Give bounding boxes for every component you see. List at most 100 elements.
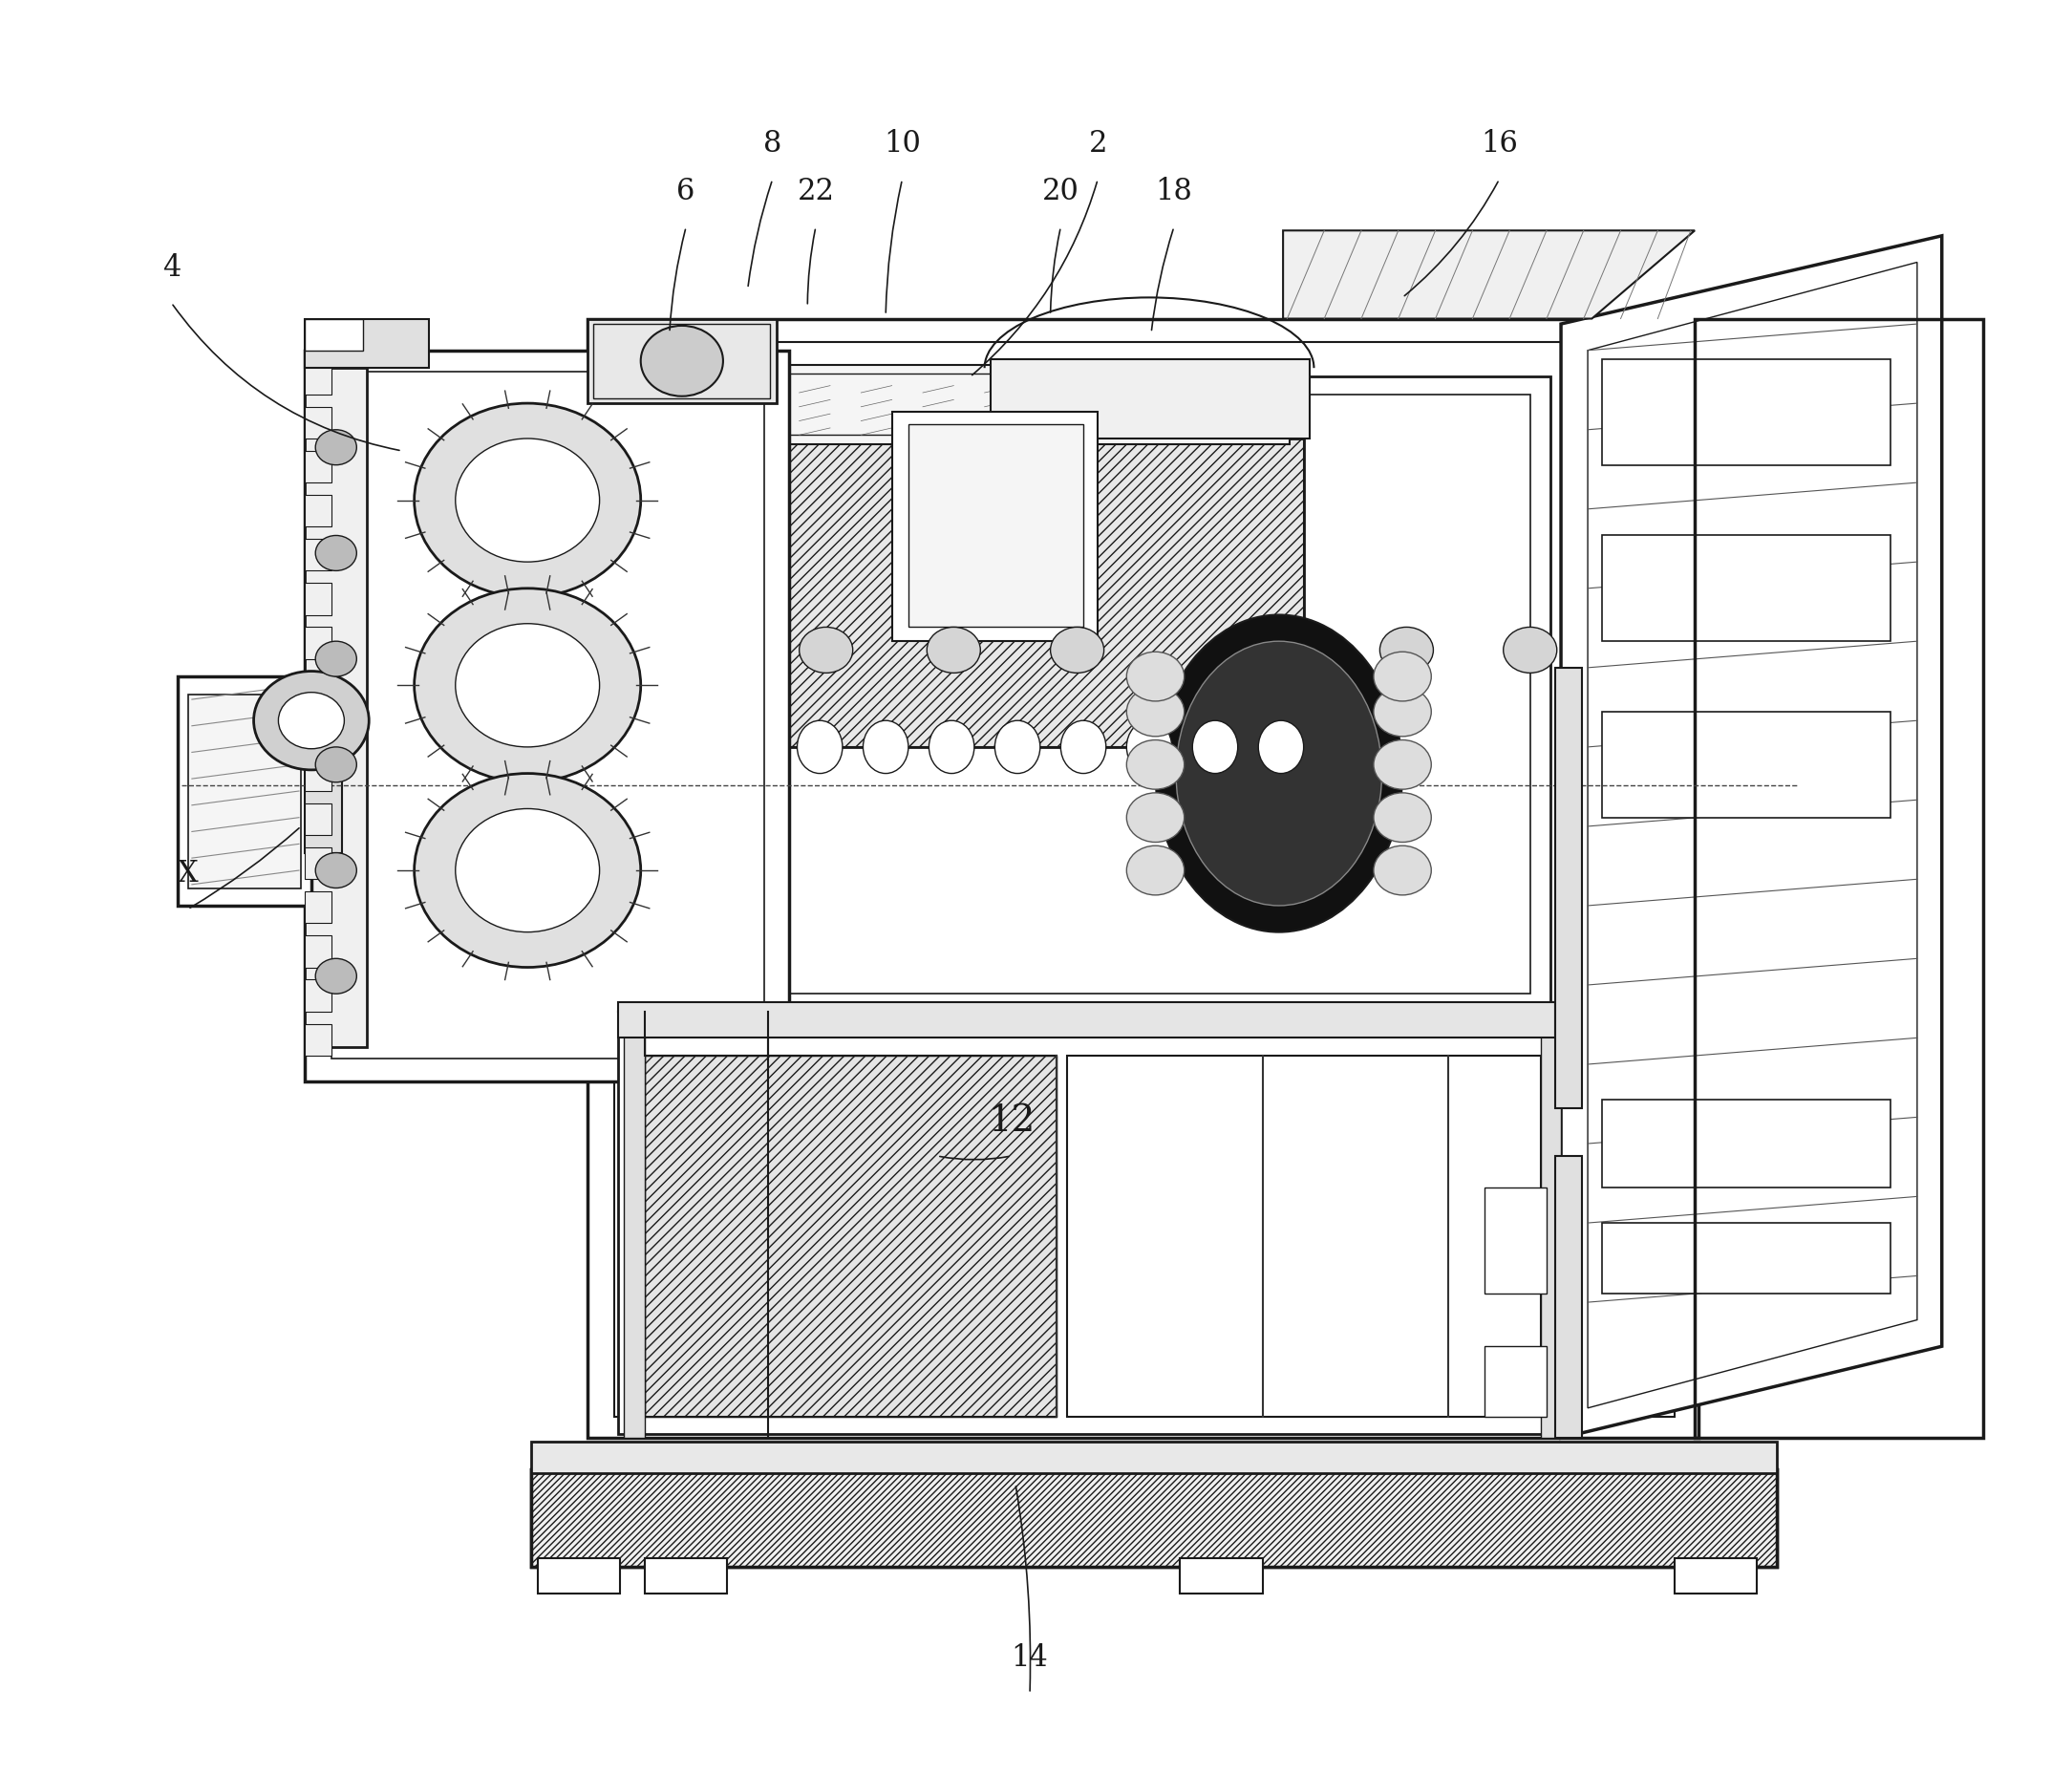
Circle shape <box>1127 845 1185 895</box>
Text: 8: 8 <box>762 130 781 158</box>
Bar <box>539 1558 620 1593</box>
Ellipse shape <box>1127 721 1173 773</box>
Bar <box>1554 1156 1581 1439</box>
Text: 20: 20 <box>1042 178 1080 206</box>
Bar <box>789 394 1529 995</box>
Ellipse shape <box>1061 721 1106 773</box>
Bar <box>1602 535 1890 641</box>
Circle shape <box>1504 627 1556 673</box>
Ellipse shape <box>798 721 843 773</box>
Bar <box>305 627 332 659</box>
Bar <box>305 350 789 1082</box>
Circle shape <box>1374 687 1432 737</box>
Circle shape <box>926 627 980 673</box>
Bar <box>769 439 1303 748</box>
Bar <box>1554 668 1581 1108</box>
Bar <box>779 364 1289 444</box>
Circle shape <box>315 430 356 465</box>
Bar <box>305 538 332 570</box>
Circle shape <box>1127 741 1185 789</box>
Bar <box>1695 318 1983 1439</box>
Bar <box>990 359 1310 439</box>
Bar <box>891 412 1098 641</box>
Circle shape <box>414 588 640 781</box>
Text: 22: 22 <box>798 178 835 206</box>
Circle shape <box>1380 627 1434 673</box>
Polygon shape <box>1283 231 1695 318</box>
Bar <box>305 892 332 924</box>
Bar <box>1486 1188 1546 1293</box>
Bar <box>305 803 332 835</box>
Bar <box>305 847 332 879</box>
Ellipse shape <box>1258 721 1303 773</box>
Bar <box>644 1055 1057 1417</box>
Bar <box>305 318 429 368</box>
Bar <box>617 1028 1554 1435</box>
Bar <box>593 323 771 398</box>
Circle shape <box>1127 792 1185 842</box>
Bar <box>1674 1558 1757 1593</box>
Bar <box>305 936 332 968</box>
Bar <box>305 760 332 790</box>
Bar <box>189 694 300 888</box>
Ellipse shape <box>1156 614 1403 932</box>
Text: 12: 12 <box>988 1103 1034 1138</box>
Ellipse shape <box>928 721 974 773</box>
Circle shape <box>800 627 854 673</box>
Circle shape <box>1127 687 1185 737</box>
Bar <box>305 671 332 703</box>
Bar <box>617 1003 1554 1037</box>
Circle shape <box>315 748 356 781</box>
Text: 4: 4 <box>162 252 180 282</box>
Bar <box>332 371 765 1058</box>
Bar <box>613 341 1674 1417</box>
Circle shape <box>253 671 369 771</box>
Circle shape <box>1374 652 1432 702</box>
Circle shape <box>315 852 356 888</box>
Circle shape <box>315 535 356 570</box>
Circle shape <box>414 403 640 597</box>
Bar <box>305 583 332 614</box>
Ellipse shape <box>864 721 908 773</box>
Bar <box>305 1023 332 1055</box>
Bar <box>1602 359 1890 465</box>
Text: X: X <box>178 860 199 888</box>
Circle shape <box>315 641 356 677</box>
Bar <box>178 677 311 906</box>
Circle shape <box>1374 792 1432 842</box>
Bar <box>305 451 332 483</box>
Bar <box>624 1023 644 1439</box>
Circle shape <box>1374 741 1432 789</box>
Bar <box>586 318 1699 1439</box>
Circle shape <box>315 959 356 995</box>
Circle shape <box>1127 652 1185 702</box>
Ellipse shape <box>995 721 1040 773</box>
Bar <box>1602 712 1890 817</box>
Bar <box>305 730 342 852</box>
Bar <box>908 424 1084 627</box>
Text: 2: 2 <box>1088 130 1106 158</box>
Bar <box>769 439 1303 748</box>
Bar <box>305 362 332 394</box>
Bar <box>644 1055 1057 1417</box>
Bar <box>305 980 332 1011</box>
Bar <box>1602 1224 1890 1293</box>
Circle shape <box>456 439 599 561</box>
Bar <box>533 1471 1778 1566</box>
Bar <box>1067 1055 1539 1417</box>
Text: 10: 10 <box>883 130 920 158</box>
Circle shape <box>414 773 640 968</box>
Bar <box>305 716 332 748</box>
Text: 16: 16 <box>1481 130 1519 158</box>
Bar <box>1486 1346 1546 1417</box>
Bar <box>533 1442 1778 1474</box>
Bar <box>305 407 332 439</box>
Bar <box>305 496 332 527</box>
Circle shape <box>1051 627 1104 673</box>
Circle shape <box>456 623 599 748</box>
Bar <box>1539 1023 1560 1439</box>
Circle shape <box>1374 845 1432 895</box>
Circle shape <box>640 325 723 396</box>
Text: 14: 14 <box>1011 1643 1048 1673</box>
Circle shape <box>456 808 599 932</box>
